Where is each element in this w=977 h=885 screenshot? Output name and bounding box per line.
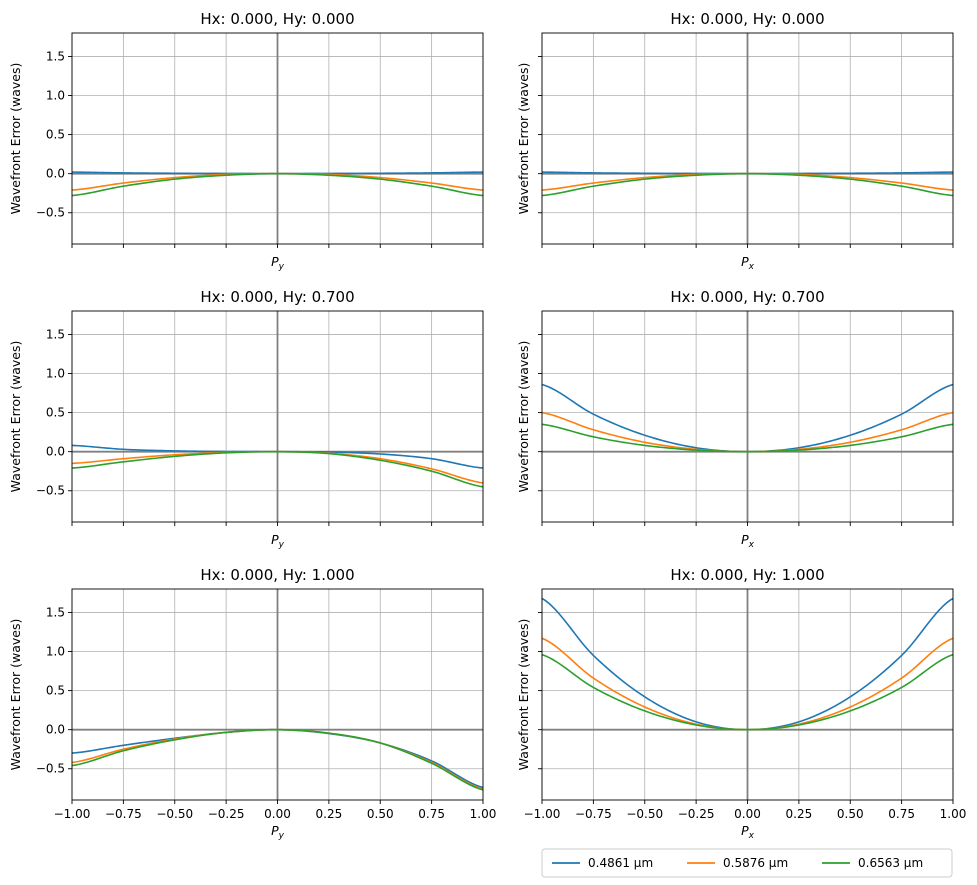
x-tick-label: 0.75 <box>888 807 915 821</box>
y-tick-label: 0.5 <box>46 128 65 142</box>
x-tick-label: −0.50 <box>156 807 193 821</box>
subplot-4: Hx: 0.000, Hy: 0.700 Px Wavefront Error (w… <box>516 288 954 550</box>
y-axis-label: Wavefront Error (waves) <box>516 619 531 771</box>
x-axis-label: Py <box>271 254 285 272</box>
x-axis-label: Py <box>271 823 285 841</box>
x-tick-label: −0.75 <box>105 807 142 821</box>
x-tick-label: −0.50 <box>626 807 663 821</box>
subplot-1: −0.5 0.0 0.5 1.0 1.5 Hx: 0.000, Hy: 0.000 Py Wa… <box>8 10 484 272</box>
y-tick-label: 0.0 <box>46 445 65 459</box>
y-tick-label: 1.5 <box>46 49 65 63</box>
y-axis-label: Wavefront Error (waves) <box>8 619 23 771</box>
series-line-3 <box>542 653 953 731</box>
y-tick-label: 0.0 <box>46 723 65 737</box>
y-axis-label: Wavefront Error (waves) <box>8 341 23 493</box>
y-tick-label: −0.5 <box>36 206 65 220</box>
series-line-3 <box>72 172 483 197</box>
subplot-title: Hx: 0.000, Hy: 0.000 <box>200 10 354 28</box>
x-tick-label: 1.00 <box>940 807 967 821</box>
x-tick-label: 0.00 <box>264 807 291 821</box>
subplot-title: Hx: 0.000, Hy: 0.000 <box>670 10 824 28</box>
subplot-3: −0.5 0.0 0.5 1.0 1.5 Hx: 0.000, Hy: 0.700 Py Wa… <box>8 288 484 550</box>
x-tick-label: 0.50 <box>367 807 394 821</box>
x-tick-label: −1.00 <box>54 807 91 821</box>
y-tick-label: 1.0 <box>46 89 65 103</box>
x-tick-label: 0.25 <box>316 807 343 821</box>
x-tick-label: −1.00 <box>524 807 561 821</box>
series-line-3 <box>542 423 953 453</box>
x-axis-label: Px <box>741 254 755 272</box>
y-axis-label: Wavefront Error (waves) <box>516 341 531 493</box>
x-tick-label: −0.75 <box>575 807 612 821</box>
subplot-5: −1.00 −0.75 −0.50 −0.25 0.00 0.25 0.50 0.75 1.00… <box>8 566 496 841</box>
y-tick-label: 1.0 <box>46 645 65 659</box>
series-line-3 <box>72 450 483 488</box>
y-tick-label: −0.5 <box>36 762 65 776</box>
x-tick-label: −0.25 <box>678 807 715 821</box>
x-tick-label: 0.25 <box>786 807 813 821</box>
x-tick-label: 0.75 <box>418 807 445 821</box>
y-axis-label: Wavefront Error (waves) <box>516 63 531 215</box>
y-tick-label: 1.0 <box>46 367 65 381</box>
x-axis-label: Py <box>271 532 285 550</box>
subplot-title: Hx: 0.000, Hy: 1.000 <box>200 566 354 584</box>
x-tick-label: 0.50 <box>837 807 864 821</box>
legend-box <box>541 848 953 878</box>
x-axis-label: Px <box>741 823 755 841</box>
x-axis-label: Px <box>741 532 755 550</box>
x-tick-label: 1.00 <box>470 807 497 821</box>
legend-label: 0.4861 µm <box>588 856 653 870</box>
subplot-6: −1.00 −0.75 −0.50 −0.25 0.00 0.25 0.50 0.75 1.00… <box>516 566 966 841</box>
y-tick-label: 1.5 <box>46 327 65 341</box>
y-tick-label: 1.5 <box>46 605 65 619</box>
subplot-title: Hx: 0.000, Hy: 0.700 <box>200 288 354 306</box>
x-tick-label: 0.00 <box>734 807 761 821</box>
subplot-2: Hx: 0.000, Hy: 0.000 Px Wavefront Error (w… <box>516 10 954 272</box>
y-tick-label: 0.0 <box>46 167 65 181</box>
y-tick-label: 0.5 <box>46 684 65 698</box>
legend: 0.4861 µm 0.5876 µm 0.6563 µm <box>541 848 953 878</box>
legend-label: 0.5876 µm <box>723 856 788 870</box>
subplot-title: Hx: 0.000, Hy: 1.000 <box>670 566 824 584</box>
y-axis-label: Wavefront Error (waves) <box>8 63 23 215</box>
series-line-3 <box>72 728 483 791</box>
legend-label: 0.6563 µm <box>858 856 923 870</box>
x-tick-label: −0.25 <box>208 807 245 821</box>
series-line-3 <box>542 172 953 197</box>
subplot-title: Hx: 0.000, Hy: 0.700 <box>670 288 824 306</box>
y-tick-label: 0.5 <box>46 406 65 420</box>
y-tick-label: −0.5 <box>36 484 65 498</box>
